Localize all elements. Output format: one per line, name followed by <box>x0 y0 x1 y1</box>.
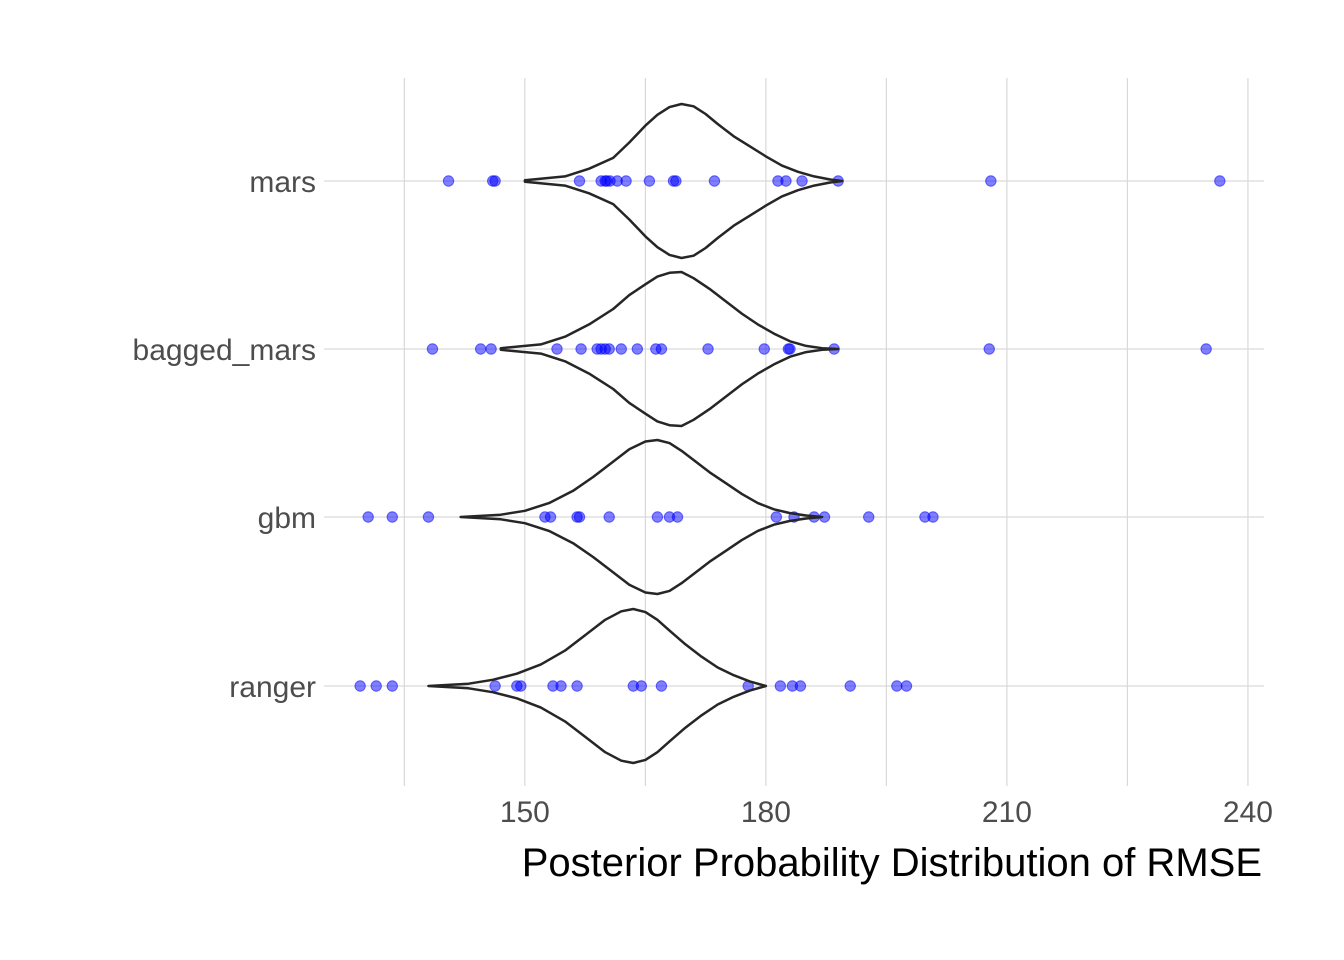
data-point-mars <box>643 175 656 187</box>
data-point-gbm <box>573 511 586 523</box>
data-point-bagged_mars <box>631 343 644 355</box>
data-point-bagged_mars <box>1200 343 1212 355</box>
data-point-mars <box>1214 175 1226 187</box>
data-point-ranger <box>900 680 913 692</box>
data-point-ranger <box>635 680 648 692</box>
data-points <box>354 175 1226 692</box>
data-point-bagged_mars <box>575 343 587 355</box>
data-point-ranger <box>655 680 668 692</box>
data-point-bagged_mars <box>784 343 796 355</box>
data-point-ranger <box>774 680 787 692</box>
data-point-bagged_mars <box>551 343 563 355</box>
data-point-bagged_mars <box>426 343 439 355</box>
data-point-mars <box>573 175 586 187</box>
data-point-ranger <box>515 680 527 692</box>
data-point-ranger <box>891 680 903 692</box>
data-point-mars <box>985 175 997 187</box>
data-point-ranger <box>555 680 567 692</box>
x-tick-label: 150 <box>500 796 550 829</box>
data-point-bagged_mars <box>758 343 770 355</box>
violin-ranger <box>427 607 768 765</box>
data-point-ranger <box>354 680 366 692</box>
x-gridlines <box>403 78 1249 786</box>
data-point-mars <box>670 175 682 187</box>
data-point-mars <box>780 175 792 187</box>
x-axis-tick-labels: 150 180 210 240 <box>500 796 1273 829</box>
data-point-ranger <box>794 680 807 692</box>
data-point-ranger <box>844 680 856 692</box>
x-tick-label: 180 <box>741 796 791 829</box>
data-point-ranger <box>370 680 382 692</box>
violins <box>427 102 844 765</box>
data-point-mars <box>620 175 632 187</box>
data-point-bagged_mars <box>983 343 995 355</box>
y-gridlines <box>324 180 1264 687</box>
x-axis-title: Posterior Probability Distribution of RM… <box>522 841 1262 885</box>
data-point-gbm <box>770 511 783 523</box>
data-point-gbm <box>863 511 875 523</box>
data-point-gbm <box>362 511 374 523</box>
data-point-bagged_mars <box>603 343 615 355</box>
data-point-gbm <box>544 511 557 523</box>
y-tick-label-bagged_mars: bagged_mars <box>133 334 316 367</box>
data-point-bagged_mars <box>615 343 627 355</box>
y-tick-label-mars: mars <box>249 166 316 199</box>
data-point-ranger <box>489 680 501 692</box>
data-point-mars <box>708 175 721 187</box>
x-tick-label: 240 <box>1223 796 1273 829</box>
violin-gbm <box>459 438 824 596</box>
y-tick-label-ranger: ranger <box>229 671 316 704</box>
data-point-gbm <box>422 511 435 523</box>
data-point-bagged_mars <box>655 343 668 355</box>
data-point-gbm <box>927 511 939 523</box>
data-point-bagged_mars <box>474 343 487 355</box>
x-tick-label: 210 <box>982 796 1032 829</box>
data-point-mars <box>442 175 455 187</box>
data-point-gbm <box>671 511 684 523</box>
data-point-mars <box>489 175 501 187</box>
data-point-ranger <box>571 680 583 692</box>
data-point-bagged_mars <box>702 343 714 355</box>
y-tick-label-gbm: gbm <box>258 502 316 535</box>
violin-bagged_mars <box>499 270 840 428</box>
data-point-gbm <box>651 511 664 523</box>
data-point-ranger <box>386 680 398 692</box>
data-point-mars <box>796 175 808 187</box>
data-point-bagged_mars <box>485 343 497 355</box>
violin-mars <box>523 102 844 260</box>
data-point-gbm <box>386 511 398 523</box>
data-point-gbm <box>603 511 615 523</box>
